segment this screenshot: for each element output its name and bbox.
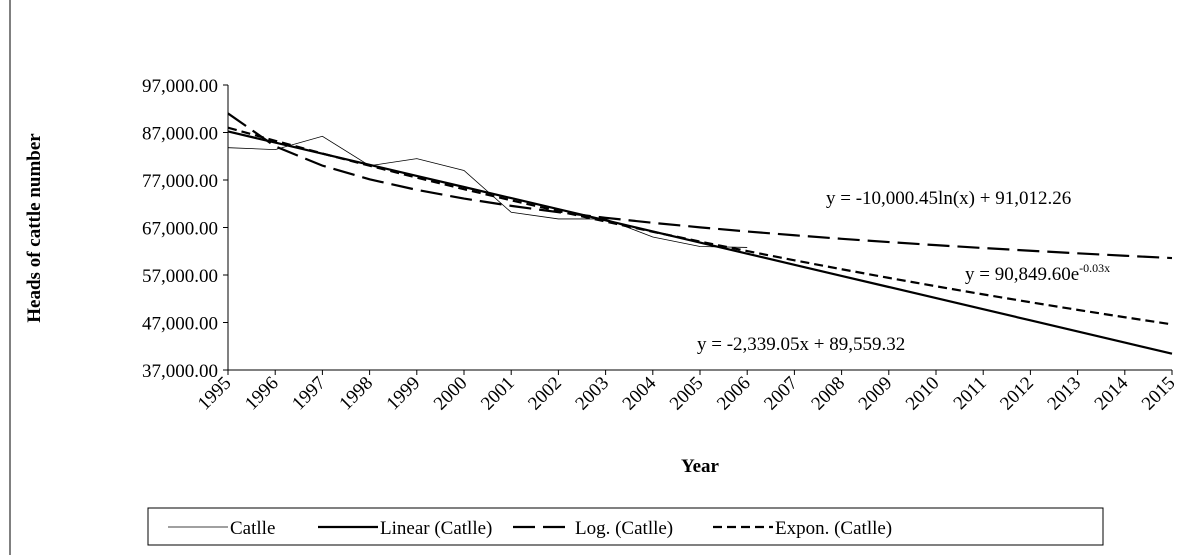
legend-box	[147, 507, 1104, 546]
equation: y = -10,000.45ln(x) + 91,012.26	[826, 188, 1071, 209]
x-tick-label: 2000	[430, 373, 472, 415]
legend-label: Linear (Catlle)	[380, 518, 492, 539]
legend-label: Log. (Catlle)	[575, 518, 673, 539]
x-tick-label: 2005	[666, 373, 708, 415]
equation-text: y = 90,849.60e	[965, 264, 1079, 285]
series-line	[227, 112, 1173, 260]
equation-text: y = -2,339.05x + 89,559.32	[697, 334, 905, 355]
x-tick-label: 2004	[619, 372, 661, 414]
x-tick-label: 2003	[571, 373, 613, 415]
x-axis-label: Year	[681, 456, 720, 477]
y-tick-label: 57,000.00	[142, 266, 218, 287]
equation: y = -2,339.05x + 89,559.32	[697, 334, 905, 355]
x-tick-label: 1997	[288, 373, 330, 415]
y-axis-label: Heads of cattle number	[24, 133, 45, 323]
x-tick-label: 2008	[807, 373, 849, 415]
x-tick-label: 2007	[760, 373, 802, 415]
x-tick-label: 2009	[855, 373, 897, 415]
x-tick-label: 2002	[524, 373, 566, 415]
y-tick-label: 77,000.00	[142, 171, 218, 192]
x-tick-label: 1999	[383, 373, 425, 415]
y-tick-label: 87,000.00	[142, 124, 218, 145]
y-tick-label: 47,000.00	[142, 314, 218, 335]
x-tick-label: 1998	[335, 373, 377, 415]
series-line	[227, 135, 748, 248]
series-line	[227, 126, 1173, 326]
y-tick-label: 67,000.00	[142, 219, 218, 240]
x-tick-label: 1996	[241, 373, 283, 415]
equation: y = 90,849.60e-0.03x	[965, 261, 1110, 285]
x-tick-label: 2001	[477, 373, 519, 415]
equation-exponent: -0.03x	[1079, 261, 1110, 275]
y-tick-label: 97,000.00	[142, 76, 218, 97]
x-tick-label: 2006	[713, 373, 755, 415]
x-tick-label: 2012	[996, 373, 1038, 415]
x-tick-label: 2014	[1091, 372, 1133, 414]
x-tick-label: 2015	[1138, 373, 1180, 415]
legend-label: Catlle	[230, 518, 275, 539]
x-tick-label: 2010	[902, 373, 944, 415]
y-tick-label: 37,000.00	[142, 361, 218, 382]
legend-label: Expon. (Catlle)	[775, 518, 892, 539]
x-tick-label: 2013	[1043, 373, 1085, 415]
equation-text: y = -10,000.45ln(x) + 91,012.26	[826, 188, 1071, 209]
x-tick-label: 2011	[950, 373, 991, 414]
series-line	[227, 130, 1173, 355]
